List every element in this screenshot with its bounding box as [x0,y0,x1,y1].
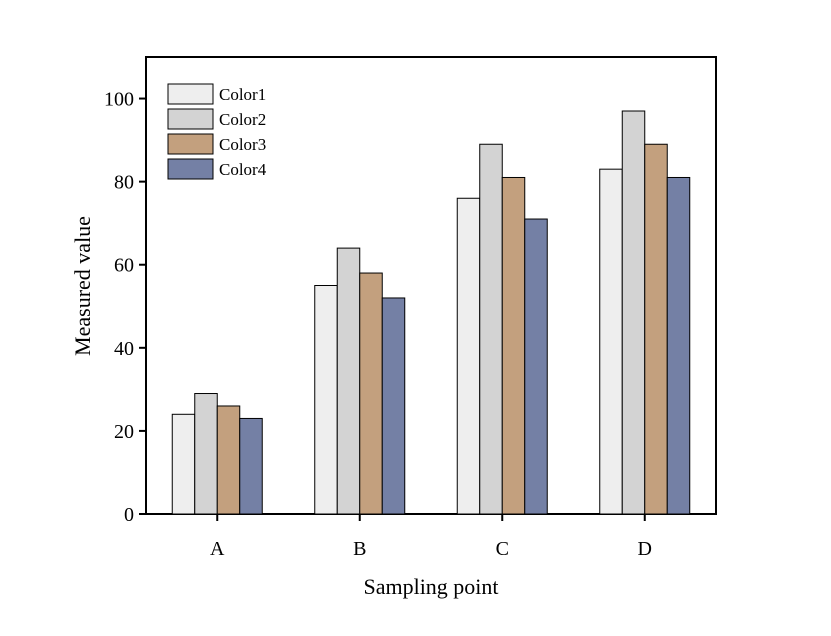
bar-B-Color1 [314,285,338,515]
bar-B-Color3 [359,272,383,515]
bar-C-Color4 [524,218,548,515]
legend: Color1 Color2 Color3 Color4 [167,83,267,180]
bar-C-Color3 [501,176,526,515]
legend-label: Color3 [219,135,266,154]
y-tick-label: 0 [124,504,134,526]
y-tick-label: 100 [104,89,134,111]
bar-D-Color3 [644,143,668,515]
bar-A-Color2 [194,393,218,515]
legend-label: Color1 [219,85,266,104]
bar-B-Color2 [336,247,361,515]
legend-item: Color1 [167,83,266,105]
bar-C-Color1 [456,197,481,515]
legend-swatch [167,108,214,130]
bars-layer [171,110,691,515]
bar-D-Color4 [666,176,691,515]
legend-swatch [167,158,214,180]
y-tick-label: 80 [114,172,134,194]
bar-B-Color4 [381,297,406,515]
x-tick-label: C [496,538,509,560]
x-tick-label: A [210,538,225,560]
legend-label: Color2 [219,110,266,129]
x-axis-label: Sampling point [363,574,498,599]
y-axis-label: Measured value [70,216,95,356]
plot-frame [145,56,717,515]
legend-item: Color2 [167,108,266,130]
bar-C-Color2 [479,143,503,515]
legend-label: Color4 [219,160,267,179]
bar-A-Color4 [239,417,263,515]
x-tick-label: D [638,538,652,560]
bar-D-Color1 [599,168,623,515]
y-tick-label: 60 [114,255,134,277]
y-tick-label: 40 [114,338,134,360]
y-axis: 0 20 40 60 80 100 [104,89,146,526]
x-axis: A B C D [210,514,652,560]
y-tick-label: 20 [114,421,134,443]
legend-swatch [167,133,214,155]
legend-item: Color3 [167,133,266,155]
legend-swatch [167,83,214,105]
x-tick-label: B [353,538,366,560]
bar-D-Color2 [621,110,646,515]
legend-item: Color4 [167,158,267,180]
bar-A-Color1 [171,413,196,515]
bar-A-Color3 [216,405,241,515]
